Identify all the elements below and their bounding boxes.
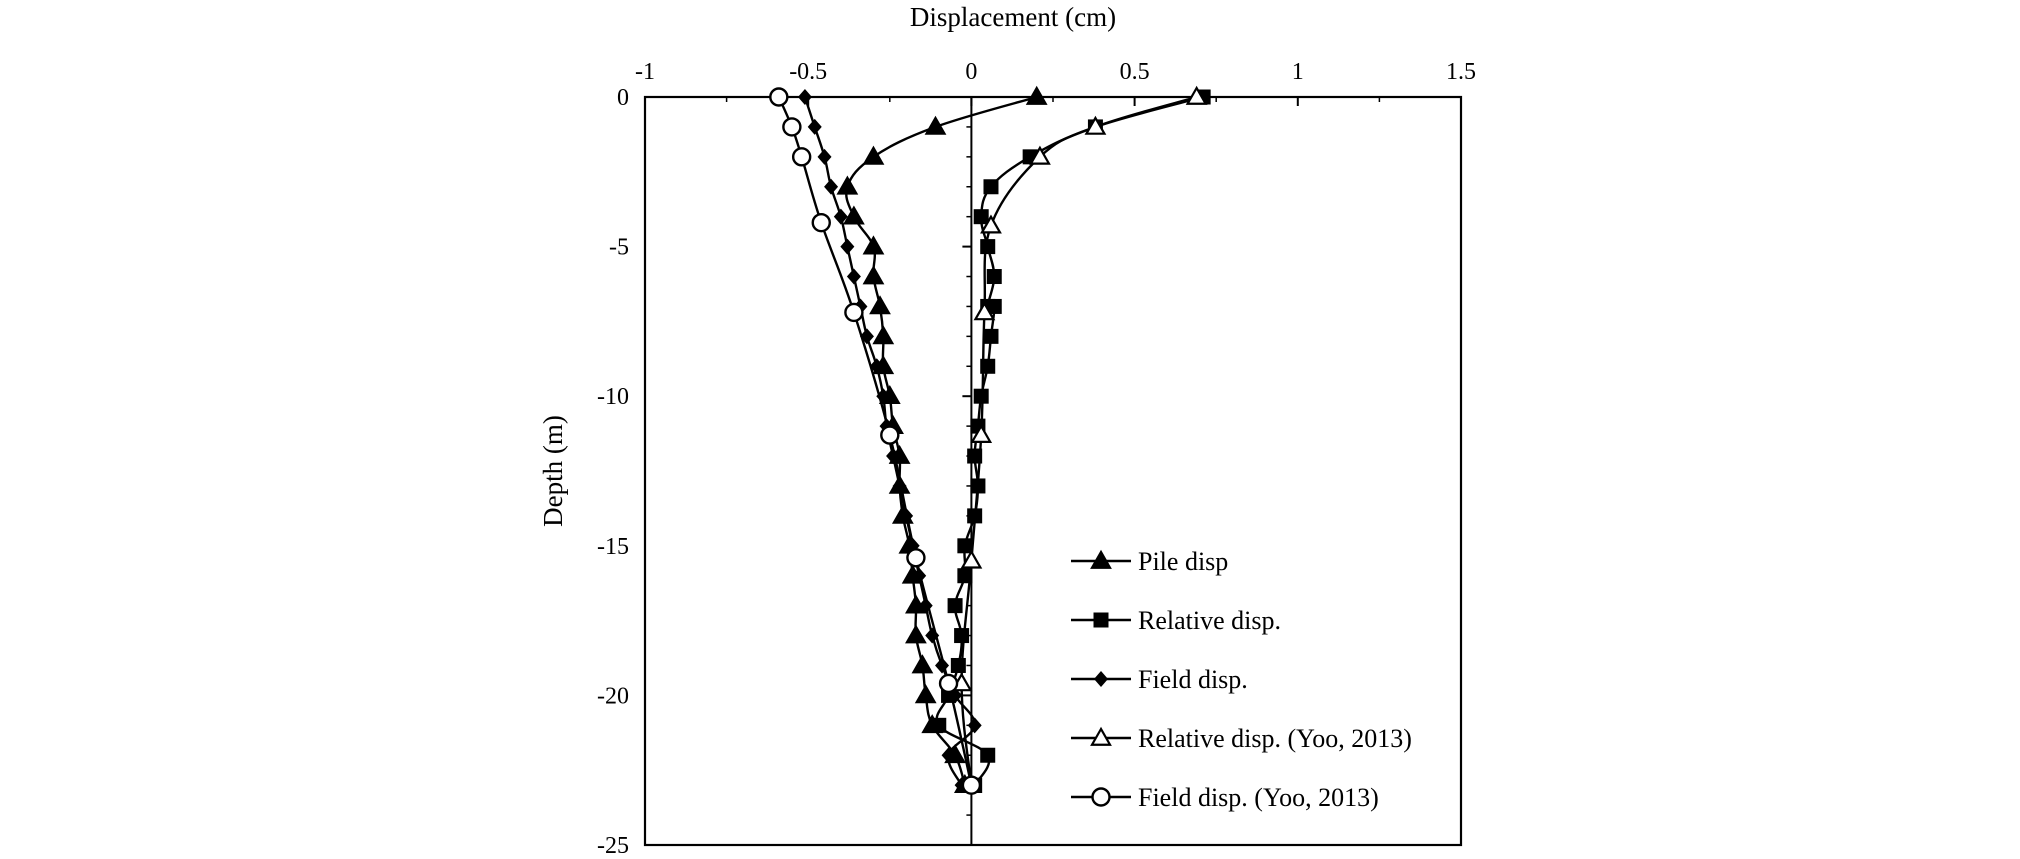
- series-field-disp-yoo-2013: [769, 87, 982, 795]
- data-point-pile-disp: [1025, 85, 1048, 105]
- legend-marker: [1090, 726, 1112, 746]
- data-point-pile-disp: [862, 235, 885, 255]
- data-point-field-disp-yoo-2013: [791, 147, 812, 167]
- data-point-field-disp-yoo-2013: [906, 548, 926, 568]
- data-point-relative-disp: [957, 538, 973, 554]
- data-point-relative-disp-yoo-2013: [973, 301, 996, 321]
- data-point-pile-disp: [911, 654, 934, 674]
- data-point-pile-disp: [862, 145, 885, 165]
- data-point-field-disp-yoo-2013: [938, 673, 959, 694]
- data-point-field-disp: [833, 208, 848, 225]
- data-point-relative-disp-yoo-2013: [960, 549, 983, 569]
- data-point-relative-disp: [973, 209, 989, 225]
- data-point-pile-disp: [914, 684, 937, 704]
- series-line-field-disp-yoo-2013: [777, 96, 973, 786]
- x-tick-label: 0: [965, 59, 977, 85]
- data-point-relative-disp: [967, 448, 983, 464]
- x-axis-title: Displacement (cm): [910, 2, 1116, 32]
- legend-label: Field disp.: [1138, 665, 1248, 694]
- x-tick-label: 1: [1292, 59, 1304, 85]
- data-point-pile-disp: [836, 175, 859, 195]
- data-point-relative-disp: [973, 388, 989, 404]
- legend-item-field-disp-yoo-2013: Field disp. (Yoo, 2013): [1071, 783, 1379, 812]
- series-layer: [769, 85, 1211, 795]
- data-point-relative-disp-yoo-2013: [1185, 85, 1208, 105]
- data-point-field-disp: [892, 477, 907, 494]
- data-point-relative-disp: [950, 657, 966, 673]
- data-point-field-disp: [840, 238, 855, 255]
- data-point-relative-disp-yoo-2013: [1084, 115, 1107, 135]
- axes: -1 -0.5 0 0.5 1 1.5 0 -5 -10 -15 -20 -25: [597, 59, 1476, 859]
- y-tick-label: -20: [597, 683, 629, 709]
- y-tick-label: 0: [617, 85, 629, 111]
- y-axis-title: Depth (m): [538, 415, 568, 527]
- data-point-relative-disp: [980, 239, 996, 255]
- x-tick-label: -1: [635, 59, 655, 85]
- data-point-relative-disp-yoo-2013: [1029, 145, 1051, 165]
- x-tick-label: 1.5: [1446, 59, 1476, 85]
- data-point-relative-disp: [986, 298, 1002, 314]
- legend-label: Field disp. (Yoo, 2013): [1138, 783, 1379, 812]
- legend-item-relative-disp-yoo-2013: Relative disp. (Yoo, 2013): [1071, 724, 1412, 753]
- data-point-field-disp: [824, 178, 839, 195]
- legend-marker: [1093, 612, 1109, 628]
- data-point-relative-disp: [954, 628, 970, 644]
- data-point-relative-disp: [986, 269, 1002, 285]
- x-tick-label: -0.5: [789, 59, 827, 85]
- series-line-relative-disp-yoo-2013: [960, 95, 1197, 786]
- data-point-relative-disp: [983, 179, 999, 195]
- x-tick-label: 0.5: [1120, 59, 1150, 85]
- data-point-relative-disp-yoo-2013: [980, 214, 1002, 234]
- data-point-pile-disp: [862, 265, 885, 285]
- data-point-field-disp: [807, 118, 822, 135]
- legend-marker: [1094, 671, 1108, 687]
- data-point-field-disp: [817, 148, 832, 165]
- y-tick-label: -5: [609, 235, 629, 261]
- data-point-field-disp: [941, 747, 956, 764]
- data-point-field-disp-yoo-2013: [880, 425, 900, 445]
- data-point-pile-disp: [924, 115, 947, 135]
- data-point-field-disp: [869, 358, 884, 375]
- data-point-field-disp: [967, 717, 982, 734]
- legend-item-field-disp: Field disp.: [1071, 665, 1248, 694]
- data-point-pile-disp: [905, 624, 927, 644]
- y-tick-label: -10: [597, 384, 629, 410]
- data-point-relative-disp: [983, 328, 999, 344]
- legend-marker: [1090, 549, 1112, 569]
- data-point-pile-disp: [872, 325, 895, 345]
- data-point-field-disp: [846, 268, 861, 285]
- data-point-relative-disp: [931, 717, 947, 733]
- data-point-field-disp-yoo-2013: [782, 117, 802, 137]
- data-point-field-disp-yoo-2013: [961, 775, 982, 795]
- legend: Pile disp Relative disp. Field disp. Relati…: [1071, 547, 1412, 812]
- data-point-pile-disp: [869, 295, 891, 315]
- data-point-field-disp: [797, 89, 812, 105]
- legend-marker: [1091, 787, 1111, 807]
- data-point-field-disp-yoo-2013: [769, 87, 789, 107]
- legend-item-relative-disp: Relative disp.: [1071, 606, 1281, 635]
- data-point-field-disp-yoo-2013: [811, 212, 831, 233]
- legend-label: Relative disp. (Yoo, 2013): [1138, 724, 1412, 753]
- legend-label: Pile disp: [1138, 547, 1228, 576]
- data-point-pile-disp: [843, 205, 865, 225]
- data-point-relative-disp-yoo-2013: [970, 423, 993, 443]
- y-tick-label: -25: [597, 833, 629, 859]
- legend-label: Relative disp.: [1138, 606, 1281, 635]
- data-point-relative-disp: [947, 598, 963, 614]
- data-point-field-disp-yoo-2013: [844, 302, 864, 323]
- legend-item-pile-disp: Pile disp: [1071, 547, 1228, 576]
- data-point-relative-disp: [980, 747, 996, 763]
- y-tick-label: -15: [597, 534, 629, 560]
